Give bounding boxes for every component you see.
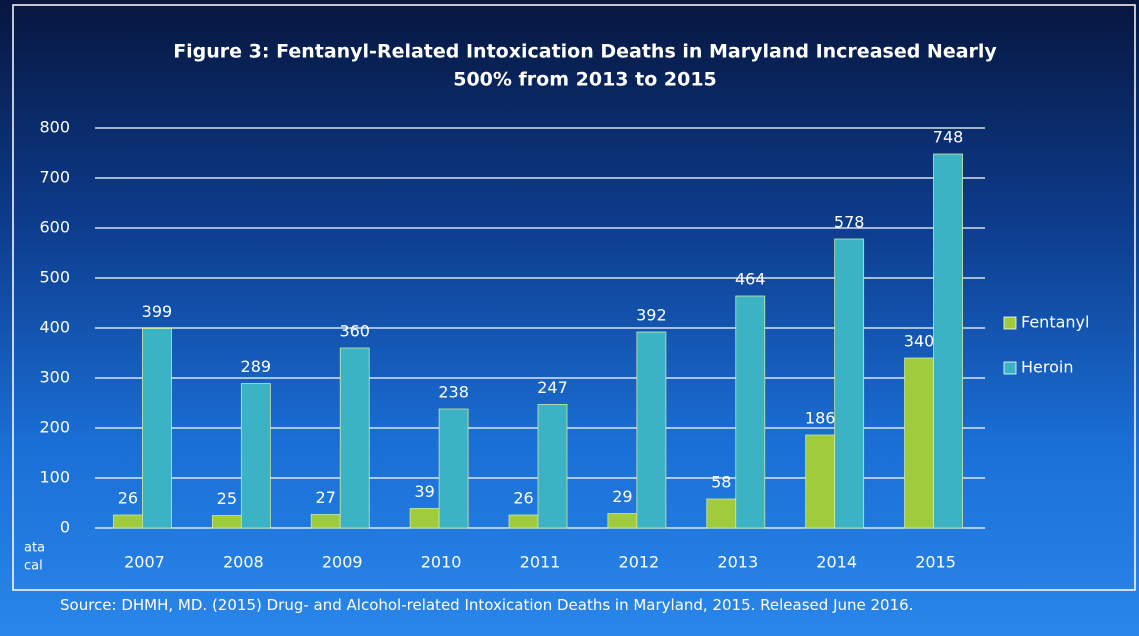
value-label: 748 bbox=[933, 128, 964, 147]
x-tick-label: 2008 bbox=[223, 553, 264, 572]
value-label: 26 bbox=[118, 489, 138, 508]
chart-title: Figure 3: Fentanyl-Related Intoxication … bbox=[173, 41, 997, 63]
bar bbox=[735, 295, 766, 529]
x-tick-label: 2007 bbox=[124, 553, 165, 572]
bar bbox=[537, 404, 568, 529]
bar bbox=[113, 514, 143, 529]
y-tick-label: 100 bbox=[39, 468, 70, 487]
bar bbox=[240, 383, 271, 529]
y-tick-label: 500 bbox=[39, 268, 70, 287]
chart-frame bbox=[12, 4, 1136, 591]
value-label: 289 bbox=[241, 357, 272, 376]
bar bbox=[310, 514, 341, 529]
value-label: 247 bbox=[537, 378, 568, 397]
bar bbox=[339, 347, 370, 529]
x-tick-label: 2010 bbox=[421, 553, 462, 572]
value-label: 392 bbox=[636, 306, 667, 325]
y-tick-label: 800 bbox=[39, 118, 70, 137]
x-tick-label: 2012 bbox=[619, 553, 660, 572]
value-label: 360 bbox=[339, 322, 370, 341]
x-tick-label: 2014 bbox=[816, 553, 857, 572]
legend-swatch bbox=[1003, 361, 1017, 375]
y-tick-label: 300 bbox=[39, 368, 70, 387]
bar bbox=[607, 513, 638, 529]
bar bbox=[409, 508, 440, 529]
bar bbox=[805, 434, 836, 529]
y-tick-label: 200 bbox=[39, 418, 70, 437]
legend-label: Heroin bbox=[1021, 358, 1073, 377]
x-tick-label: 2015 bbox=[915, 553, 956, 572]
bar bbox=[933, 153, 963, 529]
bar bbox=[508, 514, 539, 529]
legend-label: Fentanyl bbox=[1021, 313, 1089, 332]
source-note: Source: DHMH, MD. (2015) Drug- and Alcoh… bbox=[60, 596, 914, 614]
y-tick-label: 400 bbox=[39, 318, 70, 337]
clipped-text: ata bbox=[24, 541, 45, 556]
value-label: 578 bbox=[834, 213, 865, 232]
clipped-text: cal bbox=[24, 559, 43, 574]
bar bbox=[142, 328, 172, 529]
value-label: 464 bbox=[735, 270, 766, 289]
bar bbox=[211, 515, 242, 529]
value-label: 25 bbox=[217, 489, 237, 508]
bar bbox=[636, 331, 667, 529]
value-label: 39 bbox=[414, 482, 434, 501]
y-tick-label: 0 bbox=[60, 518, 70, 537]
bar bbox=[834, 238, 865, 529]
chart-title: 500% from 2013 to 2015 bbox=[453, 69, 717, 91]
bar bbox=[904, 357, 934, 529]
legend-swatch bbox=[1003, 316, 1017, 330]
value-label: 26 bbox=[513, 489, 533, 508]
value-label: 340 bbox=[904, 332, 935, 351]
y-tick-label: 600 bbox=[39, 218, 70, 237]
value-label: 27 bbox=[316, 488, 336, 507]
value-label: 29 bbox=[612, 487, 632, 506]
bar bbox=[438, 408, 469, 529]
value-label: 399 bbox=[142, 302, 173, 321]
x-tick-label: 2011 bbox=[520, 553, 561, 572]
value-label: 186 bbox=[805, 409, 836, 428]
bar bbox=[706, 498, 737, 529]
y-tick-label: 700 bbox=[39, 168, 70, 187]
x-tick-label: 2009 bbox=[322, 553, 363, 572]
x-tick-label: 2013 bbox=[717, 553, 758, 572]
value-label: 238 bbox=[438, 383, 469, 402]
value-label: 58 bbox=[711, 473, 731, 492]
